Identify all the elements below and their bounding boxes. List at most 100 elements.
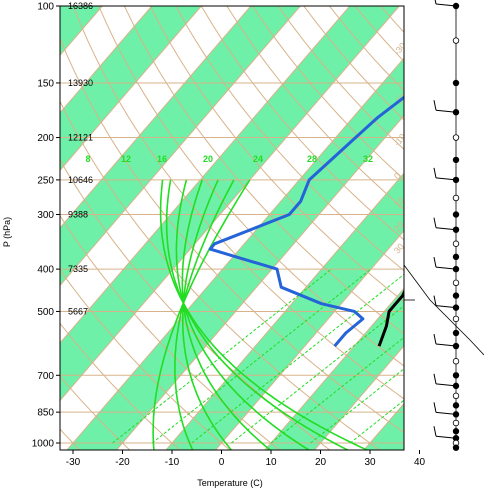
pressure-tick-label: 250 [37, 175, 54, 186]
wind-barb-shaft [435, 227, 457, 231]
wind-barb-shaft [435, 3, 457, 7]
wind-barb-flag [433, 167, 437, 178]
dry-adiabat [200, 6, 404, 241]
temperature-line [377, 289, 404, 347]
isotherm-line [60, 6, 351, 344]
height-label: 16386 [68, 1, 93, 11]
wind-barb-flag [433, 100, 437, 111]
wind-level-dot [452, 315, 460, 323]
height-label: 7335 [68, 264, 88, 274]
dewpoint-line [208, 95, 404, 348]
dry-adiabat [60, 322, 181, 450]
mixing-ratio-dashed [191, 273, 404, 444]
mixing-ratio-label: 8 [85, 154, 90, 164]
isotherm-line [60, 6, 202, 172]
wind-barb-flag [433, 217, 437, 228]
wind-barb-flag [433, 333, 437, 345]
mixing-ratio-label: 12 [121, 154, 131, 164]
isotherm-line [60, 6, 400, 402]
wind-hodograph-edge [403, 264, 484, 356]
temperature-tick-label: 0 [219, 457, 225, 468]
moist-adiabat [152, 179, 251, 450]
wind-level-dot [452, 444, 460, 451]
pressure-tick-label: 150 [37, 78, 54, 89]
isotherm-label: 20 [392, 220, 406, 234]
mixing-ratio-dashed [112, 268, 332, 444]
dry-adiabat [60, 100, 381, 450]
wind-level-dot [452, 134, 460, 141]
isotherm-line [214, 230, 404, 450]
pressure-tick-label: 850 [37, 408, 54, 419]
mixing-ratio-dashed [349, 399, 404, 444]
mixing-ratio-label: 20 [203, 154, 213, 164]
dry-adiabat [123, 6, 404, 335]
isotherm-band [461, 6, 484, 452]
x-axis-title: Temperature (C) [197, 478, 263, 488]
wind-level-dot [452, 194, 460, 202]
isotherm-line [115, 114, 404, 450]
height-label: 10646 [68, 175, 93, 185]
mixing-ratio-dashed [270, 336, 404, 444]
wind-barb-flag [433, 257, 437, 268]
wind-level-dot [452, 253, 460, 261]
wind-barb-shaft [435, 435, 457, 439]
moist-adiabat [182, 179, 233, 450]
pressure-tick-label: 1000 [32, 439, 55, 450]
isotherm-label: -10 [392, 132, 408, 148]
height-label: 5667 [68, 306, 88, 316]
pressure-tick-label: 400 [37, 265, 54, 276]
wind-barb-shaft [435, 343, 457, 347]
temperature-tick-label: 40 [414, 457, 426, 468]
wind-barb-flag [434, 0, 437, 5]
pressure-tick-label: 700 [37, 371, 54, 382]
isotherm-line [60, 6, 252, 229]
mixing-ratio-label: 16 [157, 154, 167, 164]
dry-adiabat [175, 6, 404, 272]
wind-barb-shaft [435, 266, 457, 270]
wind-level-dot [452, 372, 460, 379]
sounding-profiles [208, 95, 404, 348]
wind-barb-flag [433, 426, 437, 437]
mixing-ratio-dashed [231, 305, 404, 444]
dry-adiabat [60, 269, 231, 450]
wind-level-dot [452, 329, 460, 337]
temperature-tick-label: -30 [66, 457, 81, 468]
moist-adiabat [159, 179, 370, 450]
dry-adiabat [226, 6, 404, 210]
dry-adiabat [60, 375, 131, 450]
y-axis-title: P (hPa) [2, 217, 12, 247]
mixing-ratio-label: 32 [363, 154, 373, 164]
height-label: 12121 [68, 133, 93, 143]
wind-level-dot [452, 428, 460, 435]
temperature-tick-label: 30 [364, 457, 376, 468]
mixing-ratio-label: 24 [253, 154, 263, 164]
temperature-tick-label: -10 [165, 457, 180, 468]
dry-adiabat [458, 6, 484, 452]
isotherm-label: 30 [392, 241, 406, 255]
wind-level-dot [452, 37, 460, 44]
wind-barb-shaft [435, 109, 457, 113]
mixing-ratio-dashed [310, 368, 404, 444]
wind-level-dot [452, 358, 460, 365]
isotherm-line [66, 57, 404, 450]
dry-adiabat [60, 158, 331, 450]
wind-barb-flag [433, 295, 437, 306]
wind-level-dot [452, 392, 460, 400]
mixing-ratio-dashed [151, 268, 372, 444]
height-labels: 16386 13930 12121 10646 9388 7335 5667 [68, 1, 93, 316]
height-label: 9388 [68, 210, 88, 220]
isotherm-label: -30 [392, 41, 408, 57]
dry-adiabat [60, 37, 404, 434]
dry-adiabat [60, 214, 281, 450]
wind-barb-shaft [435, 383, 457, 387]
isotherm-line [60, 6, 301, 287]
wind-level-dot [452, 79, 460, 87]
isotherm-label: 10 [392, 195, 406, 209]
isotherm-line [313, 345, 404, 450]
wind-level-dot [452, 419, 460, 427]
dry-adiabat [72, 6, 404, 400]
wind-level-dot [452, 292, 460, 299]
wind-barb-flag [433, 402, 437, 413]
wind-level-dot [452, 156, 460, 164]
